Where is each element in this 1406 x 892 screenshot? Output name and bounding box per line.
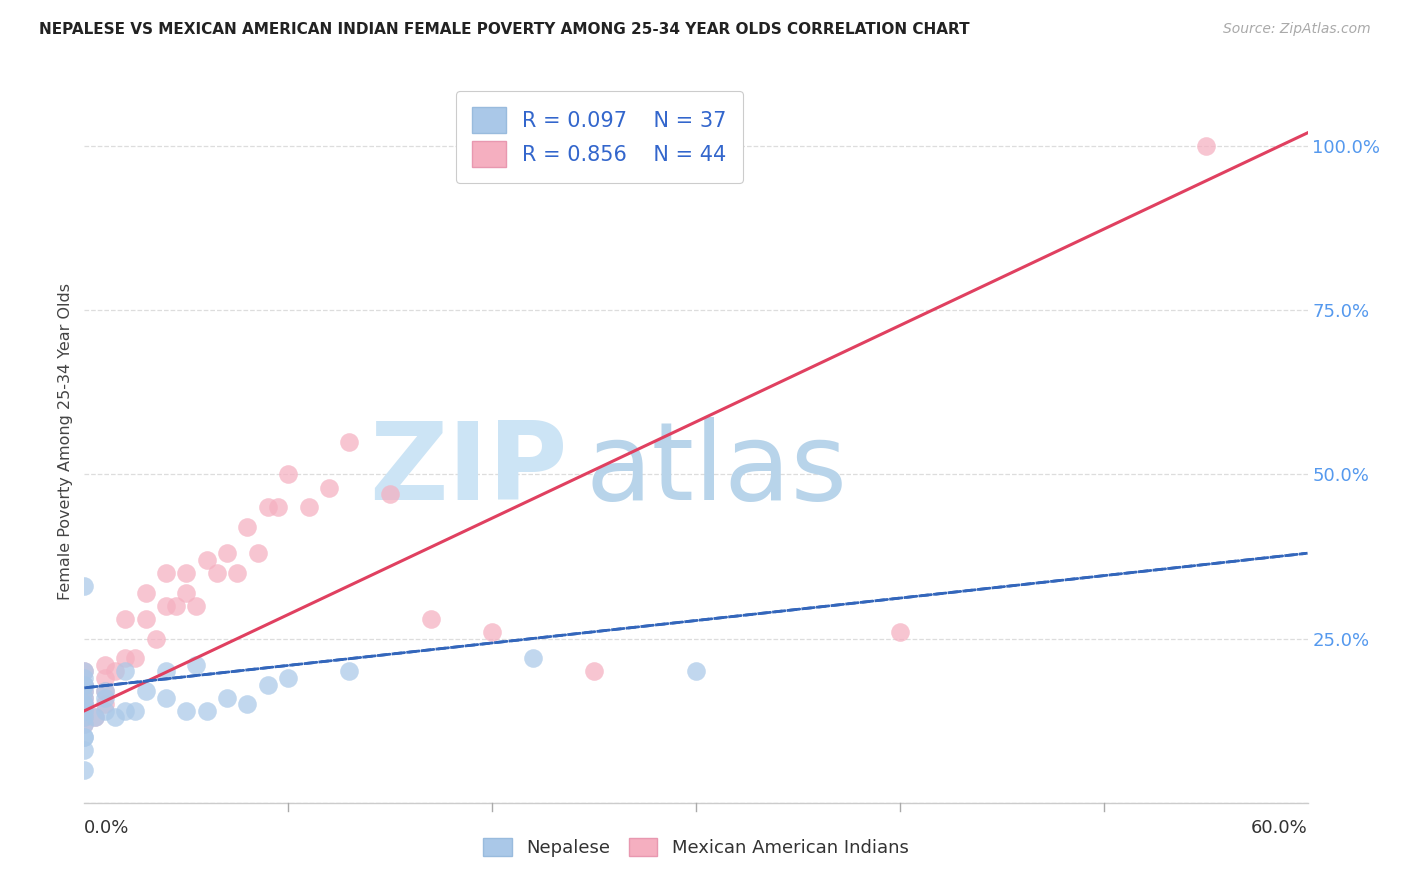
Point: [318, 481, 340, 495]
Point: [104, 710, 127, 724]
Point: [73, 717, 96, 731]
Point: [195, 704, 218, 718]
Point: [73, 677, 96, 691]
Point: [522, 651, 544, 665]
Point: [135, 612, 157, 626]
Point: [73, 717, 96, 731]
Point: [155, 599, 177, 613]
Point: [114, 651, 136, 665]
Point: [73, 710, 96, 724]
Point: [174, 585, 197, 599]
Point: [93, 690, 115, 705]
Point: [73, 684, 96, 698]
Legend: Nepalese, Mexican American Indians: Nepalese, Mexican American Indians: [474, 829, 918, 866]
Point: [583, 665, 606, 679]
Point: [93, 684, 115, 698]
Point: [83, 710, 105, 724]
Point: [155, 690, 177, 705]
Point: [73, 704, 96, 718]
Point: [685, 665, 707, 679]
Point: [73, 665, 96, 679]
Text: ZIP: ZIP: [368, 417, 568, 524]
Text: atlas: atlas: [586, 417, 848, 524]
Point: [73, 677, 96, 691]
Point: [267, 500, 290, 515]
Point: [93, 684, 115, 698]
Point: [73, 710, 96, 724]
Point: [257, 677, 280, 691]
Point: [277, 671, 299, 685]
Point: [1195, 139, 1218, 153]
Point: [186, 657, 208, 672]
Text: Source: ZipAtlas.com: Source: ZipAtlas.com: [1223, 22, 1371, 37]
Y-axis label: Female Poverty Among 25-34 Year Olds: Female Poverty Among 25-34 Year Olds: [58, 283, 73, 600]
Point: [246, 546, 269, 560]
Point: [420, 612, 443, 626]
Point: [145, 632, 167, 646]
Point: [155, 566, 177, 580]
Point: [217, 546, 239, 560]
Point: [165, 599, 187, 613]
Point: [83, 710, 105, 724]
Point: [73, 698, 96, 712]
Point: [73, 730, 96, 744]
Point: [380, 487, 402, 501]
Text: 60.0%: 60.0%: [1251, 819, 1308, 838]
Point: [93, 704, 115, 718]
Point: [217, 690, 239, 705]
Point: [205, 566, 228, 580]
Point: [73, 690, 96, 705]
Point: [339, 434, 361, 449]
Point: [73, 665, 96, 679]
Point: [73, 671, 96, 685]
Text: NEPALESE VS MEXICAN AMERICAN INDIAN FEMALE POVERTY AMONG 25-34 YEAR OLDS CORRELA: NEPALESE VS MEXICAN AMERICAN INDIAN FEMA…: [39, 22, 970, 37]
Point: [114, 612, 136, 626]
Point: [277, 467, 299, 482]
Point: [73, 579, 96, 593]
Point: [73, 763, 96, 777]
Point: [236, 520, 259, 534]
Point: [73, 743, 96, 757]
Point: [257, 500, 280, 515]
Point: [889, 625, 911, 640]
Point: [236, 698, 259, 712]
Point: [226, 566, 249, 580]
Point: [124, 704, 146, 718]
Point: [135, 684, 157, 698]
Point: [73, 690, 96, 705]
Point: [73, 677, 96, 691]
Text: 0.0%: 0.0%: [84, 819, 129, 838]
Point: [104, 665, 127, 679]
Point: [93, 698, 115, 712]
Point: [174, 704, 197, 718]
Point: [195, 553, 218, 567]
Point: [114, 704, 136, 718]
Point: [93, 657, 115, 672]
Point: [135, 585, 157, 599]
Point: [481, 625, 503, 640]
Point: [339, 665, 361, 679]
Point: [73, 684, 96, 698]
Point: [73, 704, 96, 718]
Point: [155, 665, 177, 679]
Point: [73, 698, 96, 712]
Point: [124, 651, 146, 665]
Point: [186, 599, 208, 613]
Point: [114, 665, 136, 679]
Point: [73, 698, 96, 712]
Point: [174, 566, 197, 580]
Point: [93, 671, 115, 685]
Point: [298, 500, 321, 515]
Point: [73, 730, 96, 744]
